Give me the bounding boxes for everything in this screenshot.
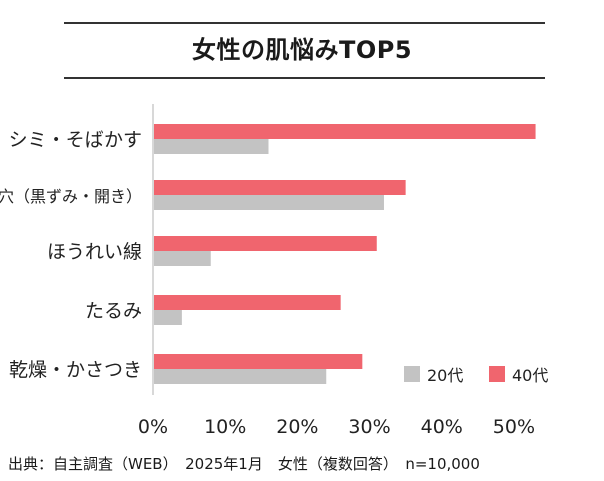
category-label-2: 毛穴（黒ずみ・開き） <box>0 187 142 206</box>
title-bottom-rule <box>64 77 545 79</box>
bar-20s-5 <box>154 369 327 384</box>
bar-40s-4 <box>154 295 341 310</box>
legend-label-20s: 20代 <box>427 366 463 385</box>
category-label-3: ほうれい線 <box>47 241 142 263</box>
x-tick-label-6: 50% <box>493 416 535 438</box>
legend-label-40s: 40代 <box>512 366 548 385</box>
x-tick-label-2: 10% <box>204 416 246 438</box>
bar-40s-3 <box>154 236 377 251</box>
legend-swatch-20s <box>404 366 420 382</box>
bar-40s-2 <box>154 180 406 195</box>
chart-title: 女性の肌悩みTOP5 <box>191 36 413 64</box>
category-label-4: たるみ <box>85 300 142 322</box>
source-footnote: 出典：自主調査（WEB） 2025年1月 女性（複数回答） n=10,000 <box>8 455 480 473</box>
x-tick-label-4: 30% <box>348 416 390 438</box>
bar-20s-2 <box>154 195 384 210</box>
bar-40s-5 <box>154 354 363 369</box>
bar-20s-1 <box>154 139 269 154</box>
title-top-rule <box>64 22 545 24</box>
bar-40s-1 <box>154 124 536 139</box>
category-label-1: シミ・そばかす <box>9 129 142 151</box>
bar-20s-3 <box>154 251 211 266</box>
x-tick-label-3: 20% <box>276 416 318 438</box>
bar-20s-4 <box>154 310 182 325</box>
x-tick-label-5: 40% <box>421 416 463 438</box>
legend-swatch-40s <box>489 366 505 382</box>
x-tick-label-1: 0% <box>138 416 168 438</box>
category-label-5: 乾燥・かさつき <box>9 359 142 381</box>
